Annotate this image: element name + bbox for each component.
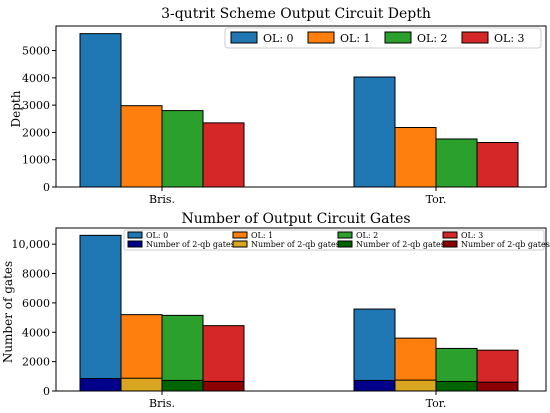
x-tick-label: Bris.	[149, 193, 175, 206]
bar-ol-3-1	[476, 142, 519, 188]
bar-2qb-1-1	[394, 379, 437, 392]
depth-chart-ylabel: Depth	[9, 90, 23, 127]
y-tick-label: 4000	[22, 326, 50, 339]
bar-ol-2-0	[161, 110, 204, 188]
bar-2qb-2-0	[161, 379, 204, 392]
bar-ol-2-0	[161, 314, 204, 392]
legend-swatch-2qb	[337, 240, 353, 248]
x-tick-label: Tor.	[426, 397, 447, 410]
y-tick-label: 0	[43, 181, 50, 194]
legend-swatch-2qb	[232, 240, 248, 248]
y-tick-label: 3000	[22, 99, 50, 112]
legend-label-2qb: Number of 2-qb gates	[146, 240, 235, 249]
bar-ol-1-0	[120, 105, 163, 188]
legend-swatch-2qb	[127, 240, 143, 248]
legend-label: OL: 2	[417, 32, 448, 45]
legend-box	[123, 229, 545, 251]
y-tick-label: 5000	[22, 45, 50, 58]
bar-2qb-0-0	[79, 378, 122, 392]
legend-label: OL: 1	[251, 231, 273, 240]
legend-label-2qb: Number of 2-qb gates	[461, 240, 550, 249]
bar-2qb-1-0	[120, 377, 163, 392]
y-tick-label: 1000	[22, 154, 50, 167]
bar-ol-0-0	[79, 33, 122, 188]
bar-ol-0-1	[353, 308, 396, 392]
legend-label-2qb: Number of 2-qb gates	[251, 240, 340, 249]
depth-chart-frame	[55, 25, 547, 188]
legend-swatch	[337, 231, 353, 239]
bar-2qb-0-1	[353, 379, 396, 392]
depth-chart-title: 3-qutrit Scheme Output Circuit Depth	[161, 6, 431, 22]
bar-2qb-3-0	[202, 380, 245, 392]
y-tick-label: 2000	[22, 356, 50, 369]
legend-label: OL: 2	[356, 231, 378, 240]
legend-label: OL: 0	[263, 32, 294, 45]
bar-ol-0-1	[353, 76, 396, 188]
legend-swatch	[384, 31, 412, 44]
legend-swatch	[232, 231, 248, 239]
bar-ol-3-0	[202, 325, 245, 392]
legend-label-2qb: Number of 2-qb gates	[356, 240, 445, 249]
gates-chart: Number of Output Circuit Gates Number of…	[1, 211, 550, 410]
legend-swatch-2qb	[442, 240, 458, 248]
legend-label: OL: 0	[146, 231, 168, 240]
bar-2qb-2-1	[435, 380, 478, 392]
x-tick-label: Tor.	[426, 193, 447, 206]
legend-swatch	[461, 31, 489, 44]
gates-chart-ylabel: Number of gates	[1, 261, 15, 363]
legend-swatch	[442, 231, 458, 239]
y-tick-label: 4000	[22, 72, 50, 85]
gates-chart-frame	[55, 227, 547, 392]
gates-chart-title: Number of Output Circuit Gates	[181, 211, 410, 227]
bar-ol-3-0	[202, 122, 245, 188]
bar-ol-2-1	[435, 138, 478, 188]
depth-chart: 3-qutrit Scheme Output Circuit Depth Dep…	[9, 6, 547, 206]
legend-label: OL: 3	[461, 231, 483, 240]
y-tick-label: 6000	[22, 297, 50, 310]
legend-label: OL: 3	[494, 32, 525, 45]
y-tick-label: 8000	[22, 268, 50, 281]
legend-swatch	[307, 31, 335, 44]
x-tick-label: Bris.	[149, 397, 175, 410]
y-tick-label: 0	[43, 385, 50, 398]
bar-ol-0-0	[79, 234, 122, 392]
y-tick-label: 2000	[22, 126, 50, 139]
bar-ol-1-1	[394, 127, 437, 188]
legend-label: OL: 1	[340, 32, 371, 45]
bar-2qb-3-1	[476, 381, 519, 392]
y-tick-label: 10,000	[12, 238, 51, 251]
legend-swatch	[230, 31, 258, 44]
legend-swatch	[127, 231, 143, 239]
